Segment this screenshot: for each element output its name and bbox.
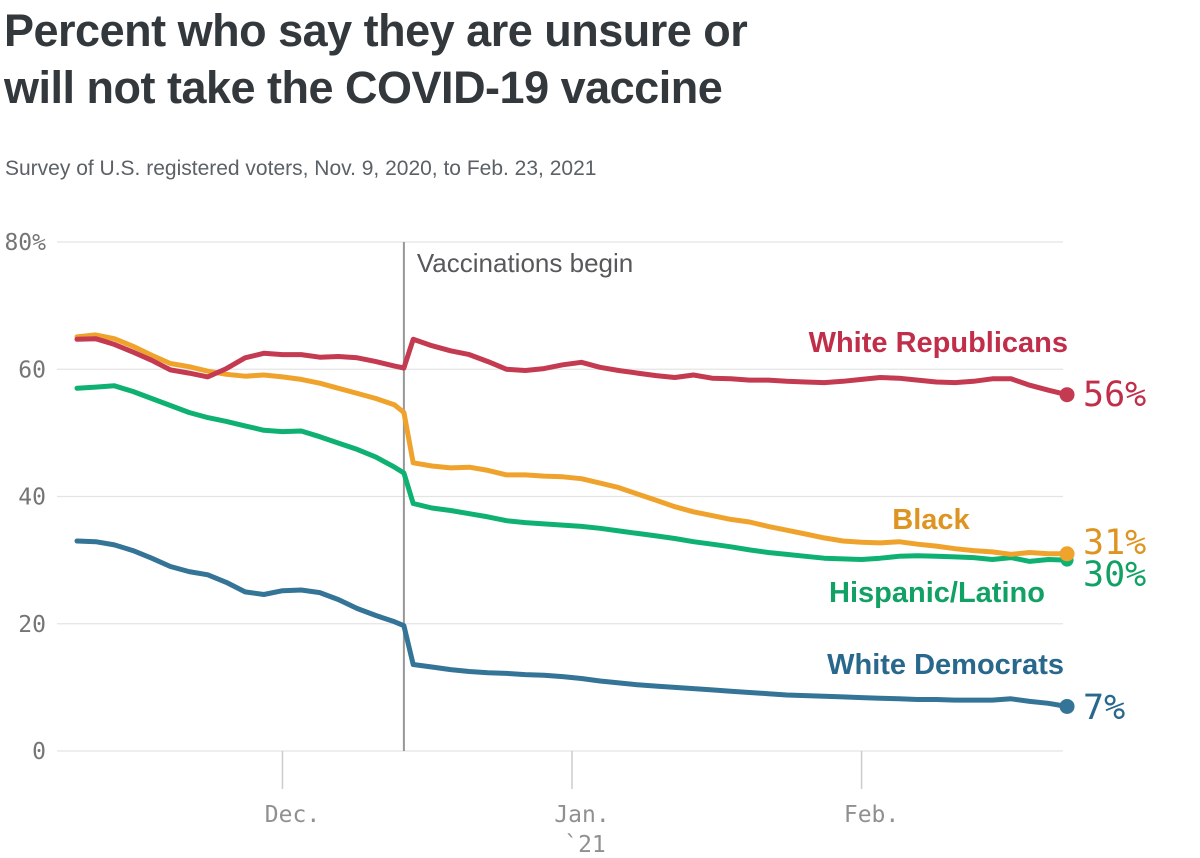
series-line-black: [74, 332, 1070, 557]
x-axis-year-label: `21: [564, 832, 606, 858]
y-axis-label: 40: [18, 485, 46, 511]
y-axis-label: 20: [18, 612, 46, 638]
series-label-white-republicans: White Republicans: [809, 327, 1068, 359]
x-axis-label: Dec.: [265, 802, 320, 828]
series-line-white-republicans: [74, 336, 1070, 398]
chart-title-line1: Percent who say they are unsure or: [4, 5, 748, 56]
chart-subtitle: Survey of U.S. registered voters, Nov. 9…: [5, 157, 597, 180]
series-value-hispanic-latino: 30%: [1083, 555, 1146, 595]
x-axis-label: Jan.: [554, 802, 609, 828]
y-axis-label: 60: [18, 357, 46, 383]
series-dot-white-republicans: [1059, 387, 1075, 403]
series-line-hispanic-latino: [74, 383, 1070, 564]
series-label-black: Black: [892, 504, 970, 536]
series-value-black: 31%: [1083, 523, 1146, 563]
vaccination-label: Vaccinations begin: [417, 248, 633, 278]
series-label-hispanic-latino: Hispanic/Latino: [829, 577, 1045, 609]
y-axis-label: 80%: [4, 230, 46, 256]
series-dot-black: [1059, 546, 1075, 562]
chart-title: Percent who say they are unsure or will n…: [4, 2, 748, 116]
series-label-white-democrats: White Democrats: [827, 649, 1064, 681]
series-value-white-democrats: 7%: [1083, 688, 1125, 728]
series-line-white-democrats: [74, 538, 1070, 709]
series-value-white-republicans: 56%: [1083, 375, 1146, 415]
series-dot-white-democrats: [1059, 698, 1075, 714]
chart-title-line2: will not take the COVID-19 vaccine: [4, 62, 723, 113]
x-axis-label: Feb.: [844, 802, 899, 828]
y-axis-label: 0: [32, 739, 46, 765]
